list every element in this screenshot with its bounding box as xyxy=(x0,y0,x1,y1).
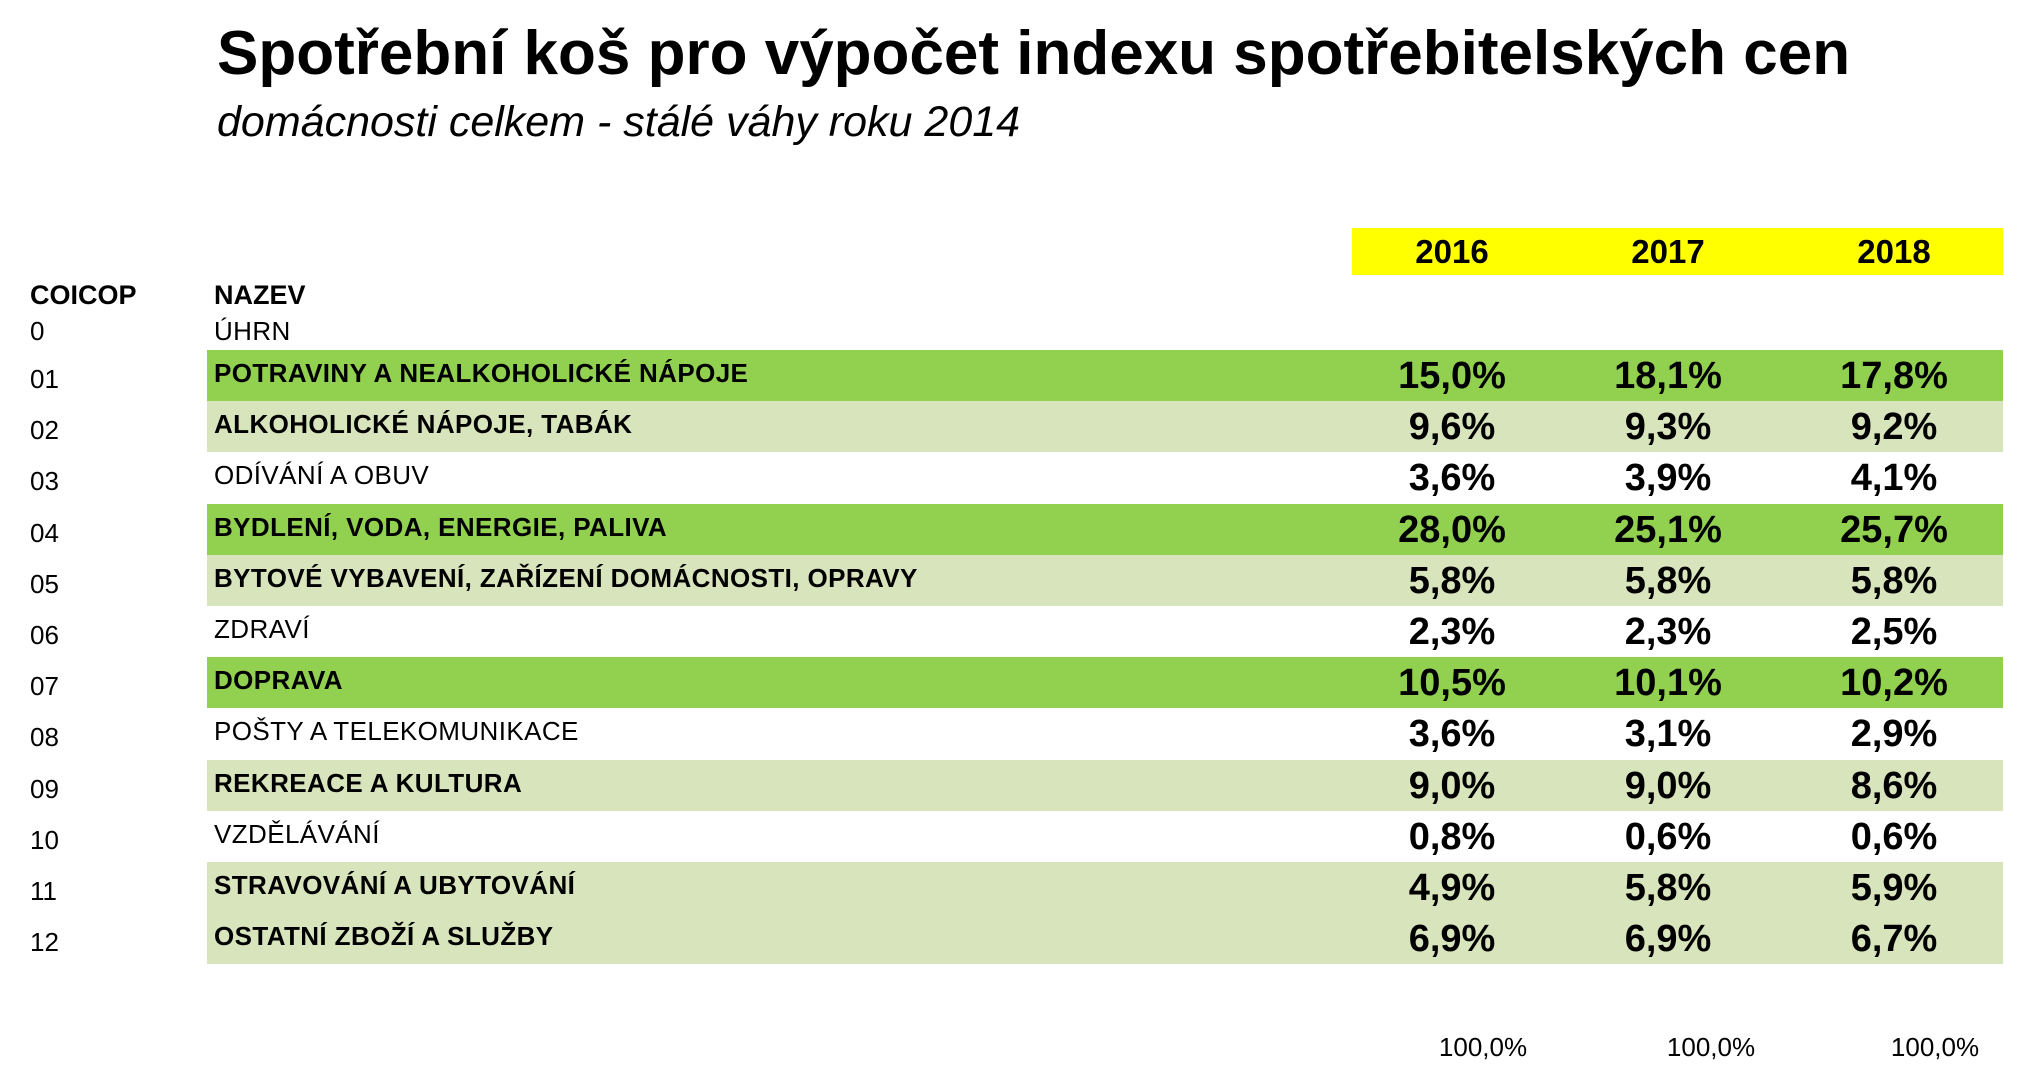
row-value-2016: 6,9% xyxy=(1408,918,1496,960)
year-header-2018: 2018 xyxy=(1857,233,1931,270)
table-row: 04 BYDLENÍ, VODA, ENERGIE, PALIVA 28,0% 25,… xyxy=(0,504,2023,555)
row-value-2017: 6,9% xyxy=(1624,918,1712,960)
row-code: 07 xyxy=(30,671,59,701)
row-value-2016: 15,0% xyxy=(1398,355,1506,397)
row-highlight xyxy=(207,555,2003,606)
row-code: 09 xyxy=(30,774,59,804)
row-value-2016: 0,8% xyxy=(1408,816,1496,858)
row-name: REKREACE A KULTURA xyxy=(214,768,523,798)
year-header-2017: 2017 xyxy=(1631,233,1705,270)
table-row: 09 REKREACE A KULTURA 9,0% 9,0% 8,6% xyxy=(0,760,2023,811)
table-row: 08 POŠTY A TELEKOMUNIKACE 3,6% 3,1% 2,9% xyxy=(0,708,2023,759)
row-value-2018: 17,8% xyxy=(1840,355,1948,397)
row-value-2018: 6,7% xyxy=(1850,918,1938,960)
row-name: DOPRAVA xyxy=(214,665,343,695)
row-value-2016: 3,6% xyxy=(1408,713,1496,755)
row-value-2018: 9,2% xyxy=(1850,406,1938,448)
year-header-2016: 2016 xyxy=(1415,233,1489,270)
total-2016: 100,0% xyxy=(1438,1032,1528,1062)
row-value-2017: 3,9% xyxy=(1624,457,1712,499)
row-value-2016: 3,6% xyxy=(1408,457,1496,499)
total-2017: 100,0% xyxy=(1666,1032,1756,1062)
page-subtitle: domácnosti celkem - stálé váhy roku 2014 xyxy=(217,98,1021,146)
total-2018: 100,0% xyxy=(1890,1032,1980,1062)
column-header-code: COICOP xyxy=(30,280,137,310)
table-row-total: 0 ÚHRN xyxy=(0,308,2023,359)
row-code: 10 xyxy=(30,825,59,855)
row-value-2018: 5,8% xyxy=(1850,560,1938,602)
table-row: 06 ZDRAVÍ 2,3% 2,3% 2,5% xyxy=(0,606,2023,657)
row-value-2018: 0,6% xyxy=(1850,816,1938,858)
row-name: POTRAVINY A NEALKOHOLICKÉ NÁPOJE xyxy=(214,358,749,388)
row-name: STRAVOVÁNÍ A UBYTOVÁNÍ xyxy=(214,870,576,900)
row-value-2016: 9,6% xyxy=(1408,406,1496,448)
row-code: 02 xyxy=(30,415,59,445)
row-highlight xyxy=(207,760,2003,811)
table-row: 01 POTRAVINY A NEALKOHOLICKÉ NÁPOJE 15,0% 1… xyxy=(0,350,2023,401)
row-value-2017: 25,1% xyxy=(1614,509,1722,551)
row-value-2017: 9,0% xyxy=(1624,765,1712,807)
row-name: ZDRAVÍ xyxy=(214,614,310,644)
table-row: 03 ODÍVÁNÍ A OBUV 3,6% 3,9% 4,1% xyxy=(0,452,2023,503)
row-value-2018: 25,7% xyxy=(1840,509,1948,551)
row-value-2016: 5,8% xyxy=(1408,560,1496,602)
row-name: ALKOHOLICKÉ NÁPOJE, TABÁK xyxy=(214,409,633,439)
row-code: 04 xyxy=(30,518,59,548)
row-value-2017: 9,3% xyxy=(1624,406,1712,448)
table-row: 05 BYTOVÉ VYBAVENÍ, ZAŘÍZENÍ DOMÁCNOSTI, … xyxy=(0,555,2023,606)
row-code: 01 xyxy=(30,364,59,394)
row-highlight xyxy=(207,811,2003,862)
page-title: Spotřební koš pro výpočet indexu spotřeb… xyxy=(217,19,1851,88)
table-row: 07 DOPRAVA 10,5% 10,1% 10,2% xyxy=(0,657,2023,708)
row-value-2016: 28,0% xyxy=(1398,509,1506,551)
row-name: OSTATNÍ ZBOŽÍ A SLUŽBY xyxy=(214,921,554,951)
row-value-2016: 10,5% xyxy=(1398,662,1506,704)
row-highlight xyxy=(207,657,2003,708)
table-row: 10 VZDĚLÁVÁNÍ 0,8% 0,6% 0,6% xyxy=(0,811,2023,862)
column-header-name: NAZEV xyxy=(214,280,306,310)
row-code: 05 xyxy=(30,569,59,599)
row-value-2017: 3,1% xyxy=(1624,713,1712,755)
row-highlight xyxy=(207,862,2003,913)
row-value-2018: 10,2% xyxy=(1840,662,1948,704)
row-value-2017: 0,6% xyxy=(1624,816,1712,858)
row-highlight xyxy=(207,401,2003,452)
row-highlight xyxy=(207,452,2003,503)
row-name: POŠTY A TELEKOMUNIKACE xyxy=(214,716,579,746)
row-code: 12 xyxy=(30,927,59,957)
table-row: 11 STRAVOVÁNÍ A UBYTOVÁNÍ 4,9% 5,8% 5,9% xyxy=(0,862,2023,913)
row-value-2018: 2,5% xyxy=(1850,611,1938,653)
year-header-band xyxy=(1352,228,2003,275)
row-highlight xyxy=(207,350,2003,401)
row-value-2017: 10,1% xyxy=(1614,662,1722,704)
row-code: 03 xyxy=(30,466,59,496)
row-code: 0 xyxy=(30,316,45,346)
row-name: BYTOVÉ VYBAVENÍ, ZAŘÍZENÍ DOMÁCNOSTI, OP… xyxy=(214,563,918,593)
row-name: ODÍVÁNÍ A OBUV xyxy=(214,460,430,490)
row-name: VZDĚLÁVÁNÍ xyxy=(214,819,380,849)
row-value-2018: 2,9% xyxy=(1850,713,1938,755)
row-name: BYDLENÍ, VODA, ENERGIE, PALIVA xyxy=(214,512,668,542)
row-name: ÚHRN xyxy=(214,316,291,346)
row-value-2017: 5,8% xyxy=(1624,867,1712,909)
table-row: 12 OSTATNÍ ZBOŽÍ A SLUŽBY 6,9% 6,9% 6,7% xyxy=(0,913,2023,964)
row-value-2017: 5,8% xyxy=(1624,560,1712,602)
row-code: 08 xyxy=(30,722,59,752)
row-value-2016: 2,3% xyxy=(1408,611,1496,653)
row-highlight xyxy=(207,708,2003,759)
row-code: 06 xyxy=(30,620,59,650)
row-value-2018: 5,9% xyxy=(1850,867,1938,909)
row-highlight xyxy=(207,504,2003,555)
row-value-2016: 4,9% xyxy=(1408,867,1496,909)
row-value-2017: 18,1% xyxy=(1614,355,1722,397)
row-value-2017: 2,3% xyxy=(1624,611,1712,653)
table-row: 02 ALKOHOLICKÉ NÁPOJE, TABÁK 9,6% 9,3% 9,2% xyxy=(0,401,2023,452)
row-value-2018: 4,1% xyxy=(1850,457,1938,499)
row-highlight xyxy=(207,913,2003,964)
row-value-2016: 9,0% xyxy=(1408,765,1496,807)
row-value-2018: 8,6% xyxy=(1850,765,1938,807)
row-highlight xyxy=(207,606,2003,657)
row-code: 11 xyxy=(30,876,57,906)
